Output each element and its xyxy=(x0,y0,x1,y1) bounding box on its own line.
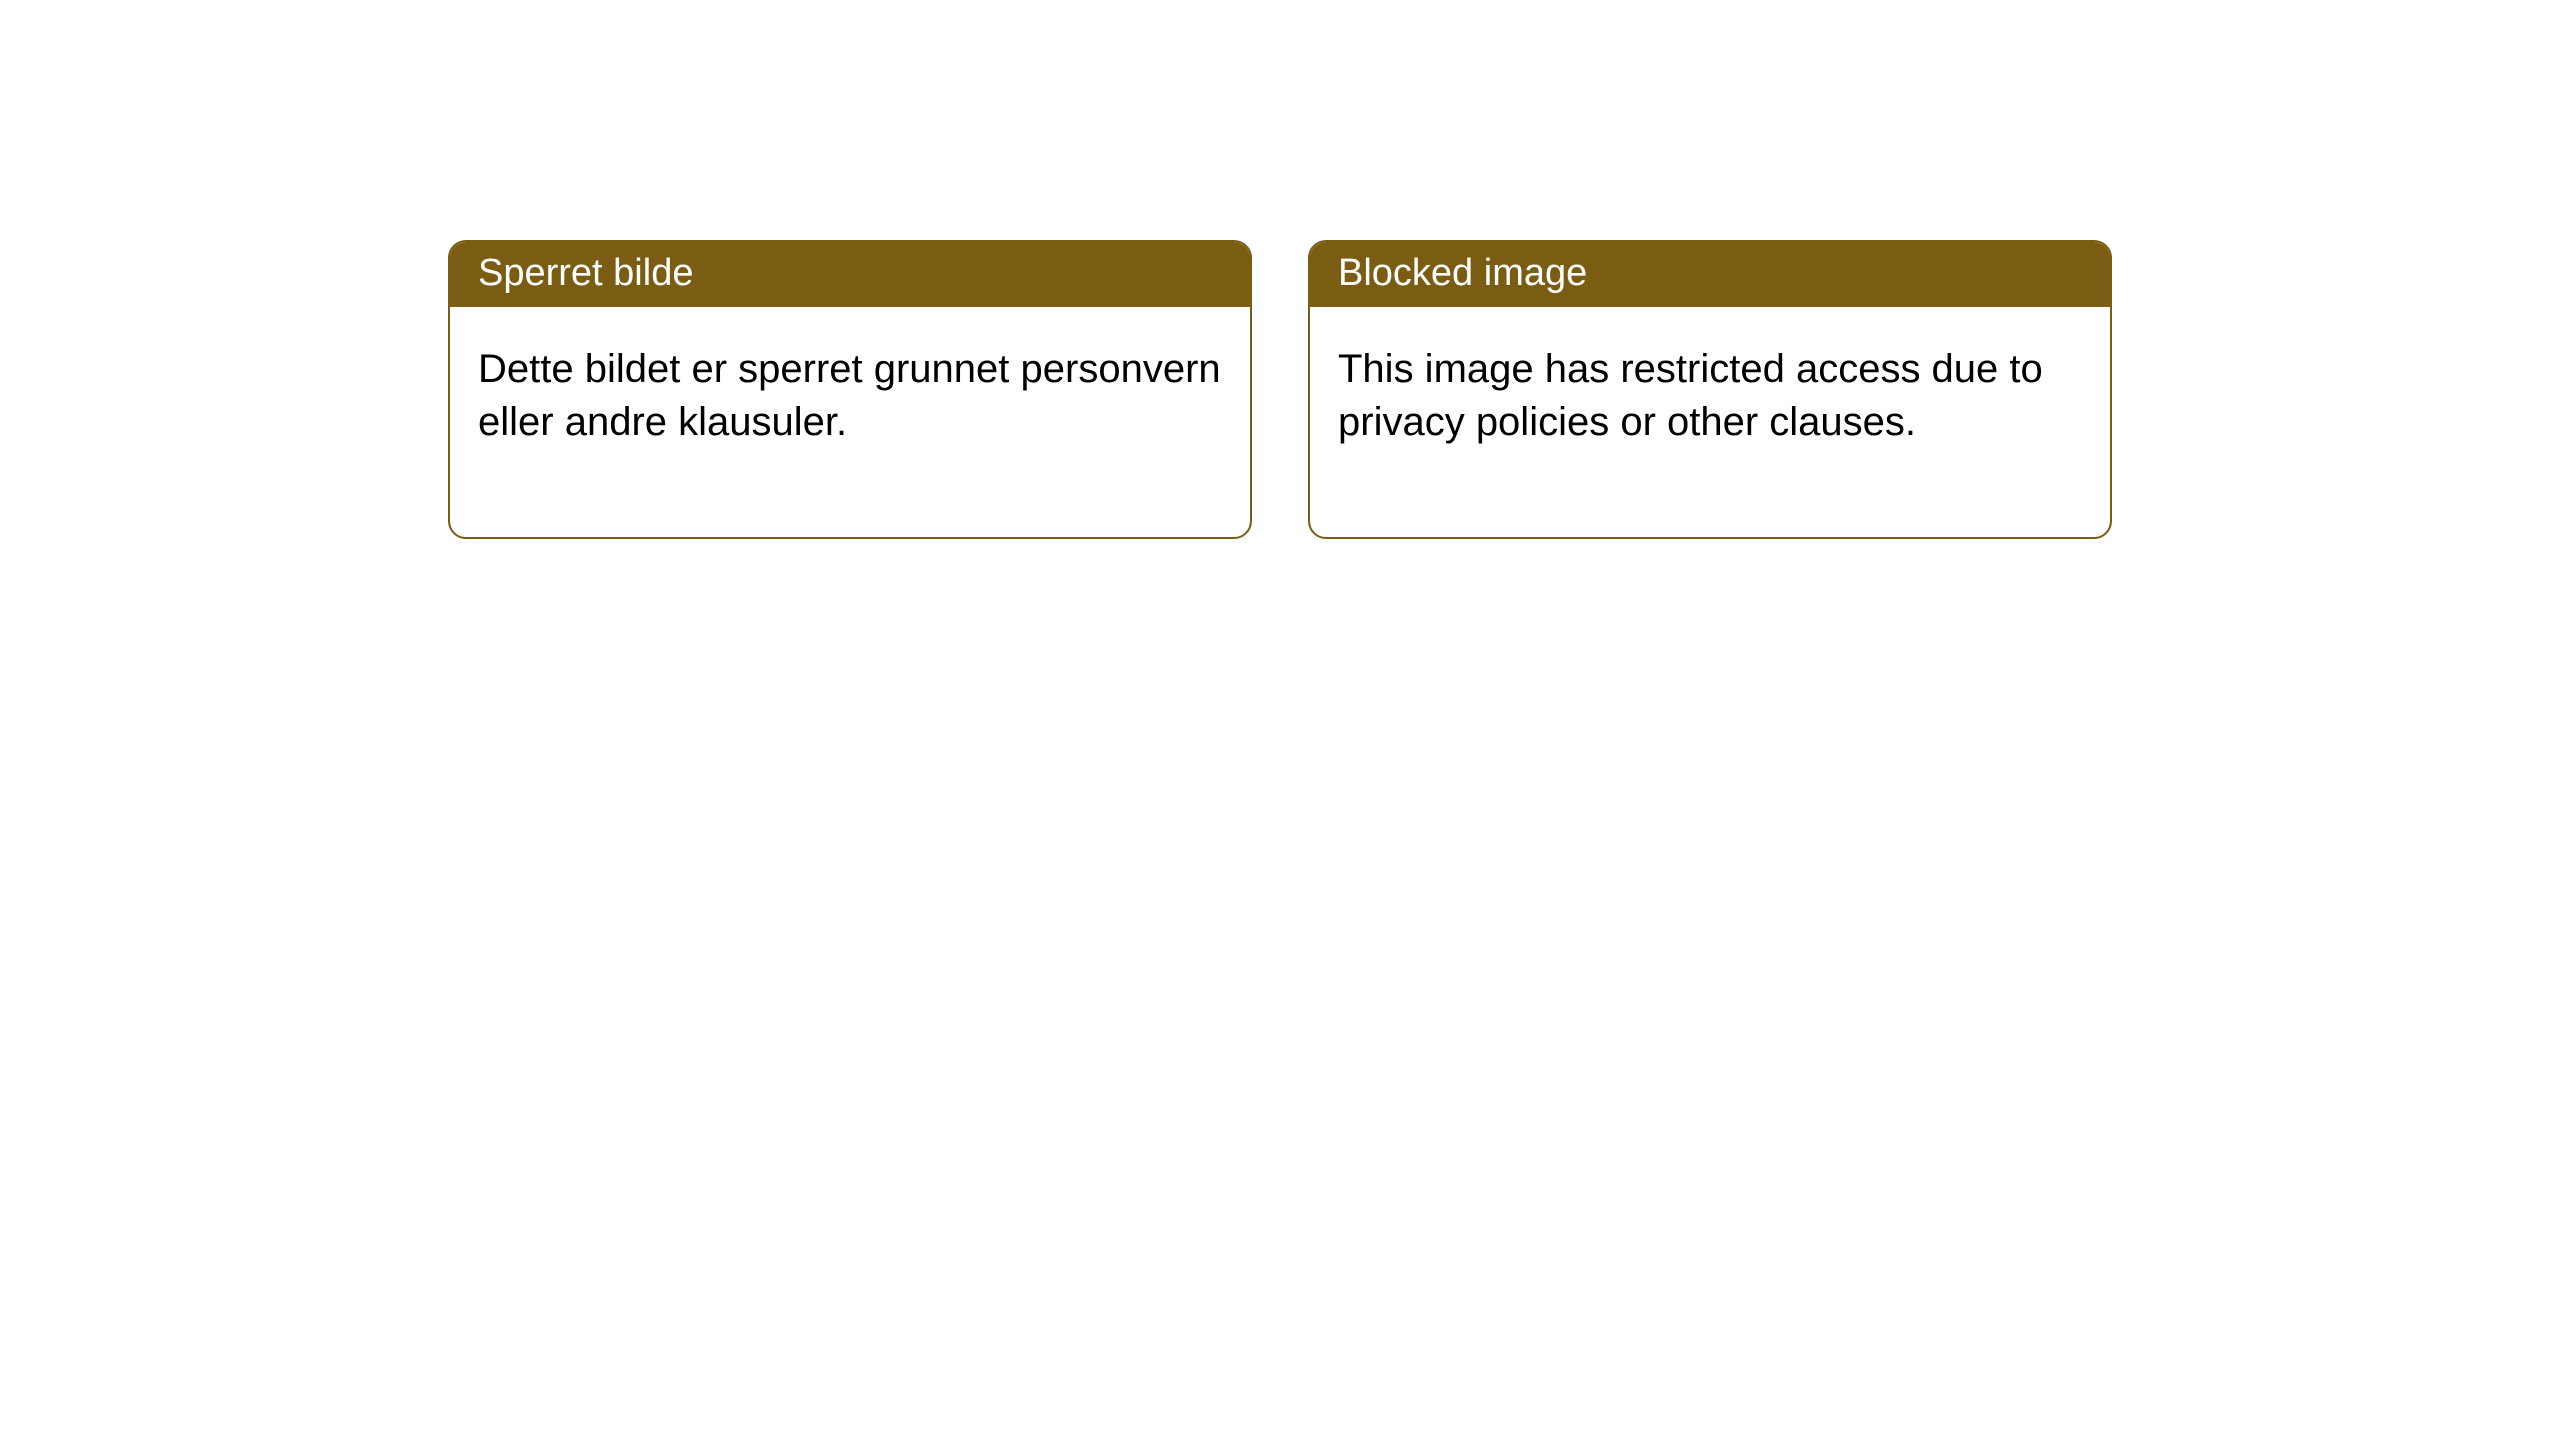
notice-body-english: This image has restricted access due to … xyxy=(1310,307,2110,537)
notice-card-english: Blocked image This image has restricted … xyxy=(1308,240,2112,539)
notice-card-norwegian: Sperret bilde Dette bildet er sperret gr… xyxy=(448,240,1252,539)
notice-header-norwegian: Sperret bilde xyxy=(450,242,1250,307)
notice-body-norwegian: Dette bildet er sperret grunnet personve… xyxy=(450,307,1250,537)
notice-header-english: Blocked image xyxy=(1310,242,2110,307)
notice-container: Sperret bilde Dette bildet er sperret gr… xyxy=(0,0,2560,539)
